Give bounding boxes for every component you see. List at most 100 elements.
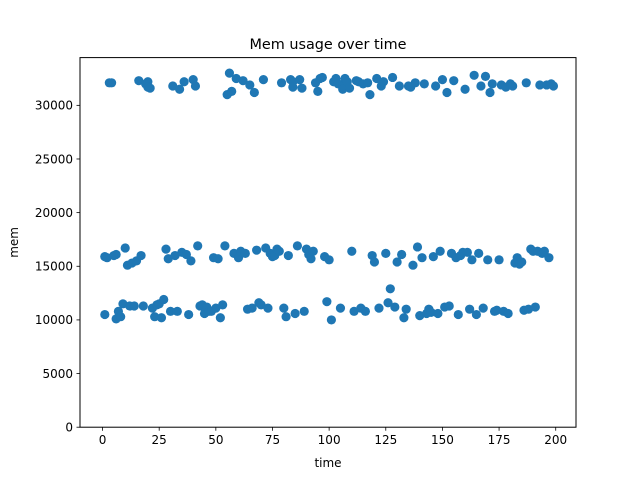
data-point xyxy=(165,306,176,316)
data-point xyxy=(412,242,423,252)
data-point xyxy=(469,70,479,80)
data-point xyxy=(347,246,357,256)
data-point xyxy=(462,247,472,257)
data-point xyxy=(494,255,504,265)
data-point xyxy=(344,83,355,93)
data-point xyxy=(390,302,400,312)
data-point xyxy=(476,81,486,91)
x-axis-label: time xyxy=(314,456,341,470)
data-point xyxy=(326,315,336,325)
data-point xyxy=(394,81,404,91)
data-point xyxy=(453,309,463,320)
axes-frame xyxy=(79,57,577,428)
data-point xyxy=(517,257,527,267)
data-point xyxy=(161,244,171,254)
data-point xyxy=(281,312,291,322)
y-tick-label: 30000 xyxy=(35,99,73,113)
data-point xyxy=(530,302,540,312)
data-point xyxy=(227,86,237,96)
x-tick-label: 200 xyxy=(544,433,567,447)
data-point xyxy=(365,90,375,100)
y-tick-label: 20000 xyxy=(35,206,73,220)
data-point xyxy=(460,84,470,94)
data-point xyxy=(392,257,402,267)
data-point xyxy=(100,309,110,320)
data-point xyxy=(324,255,334,265)
x-tick-label: 25 xyxy=(152,433,167,447)
data-point xyxy=(478,303,488,313)
data-point xyxy=(492,305,502,315)
data-point xyxy=(107,78,117,88)
y-tick-label: 10000 xyxy=(35,313,73,327)
data-point xyxy=(444,301,454,311)
data-point xyxy=(159,294,169,305)
data-point xyxy=(322,297,332,307)
data-point xyxy=(535,80,545,90)
data-point xyxy=(410,78,420,88)
data-point xyxy=(360,306,370,316)
data-point xyxy=(156,313,167,323)
data-point xyxy=(474,248,484,258)
data-point xyxy=(220,241,230,251)
x-tick-label: 100 xyxy=(318,433,341,447)
data-point xyxy=(548,81,559,91)
y-tick-label: 0 xyxy=(65,421,73,435)
data-point xyxy=(193,241,203,251)
data-point xyxy=(129,301,139,311)
data-point xyxy=(240,248,250,258)
data-point xyxy=(290,308,300,319)
data-point xyxy=(184,309,194,320)
data-points xyxy=(100,68,559,325)
data-point xyxy=(111,249,121,260)
chart-title: Mem usage over time xyxy=(249,37,406,53)
data-point xyxy=(263,303,273,313)
x-tick-label: 75 xyxy=(265,433,280,447)
data-point xyxy=(428,252,438,262)
data-point xyxy=(215,313,225,323)
data-point xyxy=(297,83,307,93)
data-point xyxy=(369,257,380,267)
data-point xyxy=(186,256,196,266)
data-point xyxy=(374,303,384,313)
data-point xyxy=(471,309,482,320)
data-point xyxy=(381,248,391,258)
data-point xyxy=(179,77,189,87)
data-point xyxy=(274,246,284,256)
x-tick-label: 50 xyxy=(208,433,223,447)
data-point xyxy=(218,300,228,310)
data-point xyxy=(338,84,348,94)
data-point xyxy=(249,87,259,98)
x-tick-label: 175 xyxy=(488,433,511,447)
data-point xyxy=(276,78,287,88)
y-axis-label: mem xyxy=(7,227,21,258)
data-point xyxy=(419,79,429,89)
data-point xyxy=(363,78,373,88)
data-point xyxy=(387,72,398,83)
data-point xyxy=(487,79,497,89)
data-point xyxy=(378,77,389,87)
data-point xyxy=(485,87,495,98)
x-tick-label: 0 xyxy=(99,433,107,447)
data-point xyxy=(224,68,235,78)
data-point xyxy=(449,76,459,86)
data-point xyxy=(258,74,269,85)
data-point xyxy=(313,86,323,96)
data-point xyxy=(480,71,491,81)
data-point xyxy=(136,250,146,261)
data-point xyxy=(435,246,445,256)
data-point xyxy=(408,260,418,270)
data-point xyxy=(401,304,411,314)
data-point xyxy=(181,249,191,260)
y-tick-label: 15000 xyxy=(35,260,73,274)
data-point xyxy=(544,253,554,263)
data-point xyxy=(431,81,441,91)
data-point xyxy=(317,72,327,83)
data-point xyxy=(385,284,395,294)
data-point xyxy=(172,306,182,316)
y-tick-label: 25000 xyxy=(35,152,73,166)
data-point xyxy=(283,250,293,261)
data-point xyxy=(426,307,436,318)
data-point xyxy=(288,82,298,92)
data-point xyxy=(417,253,427,263)
